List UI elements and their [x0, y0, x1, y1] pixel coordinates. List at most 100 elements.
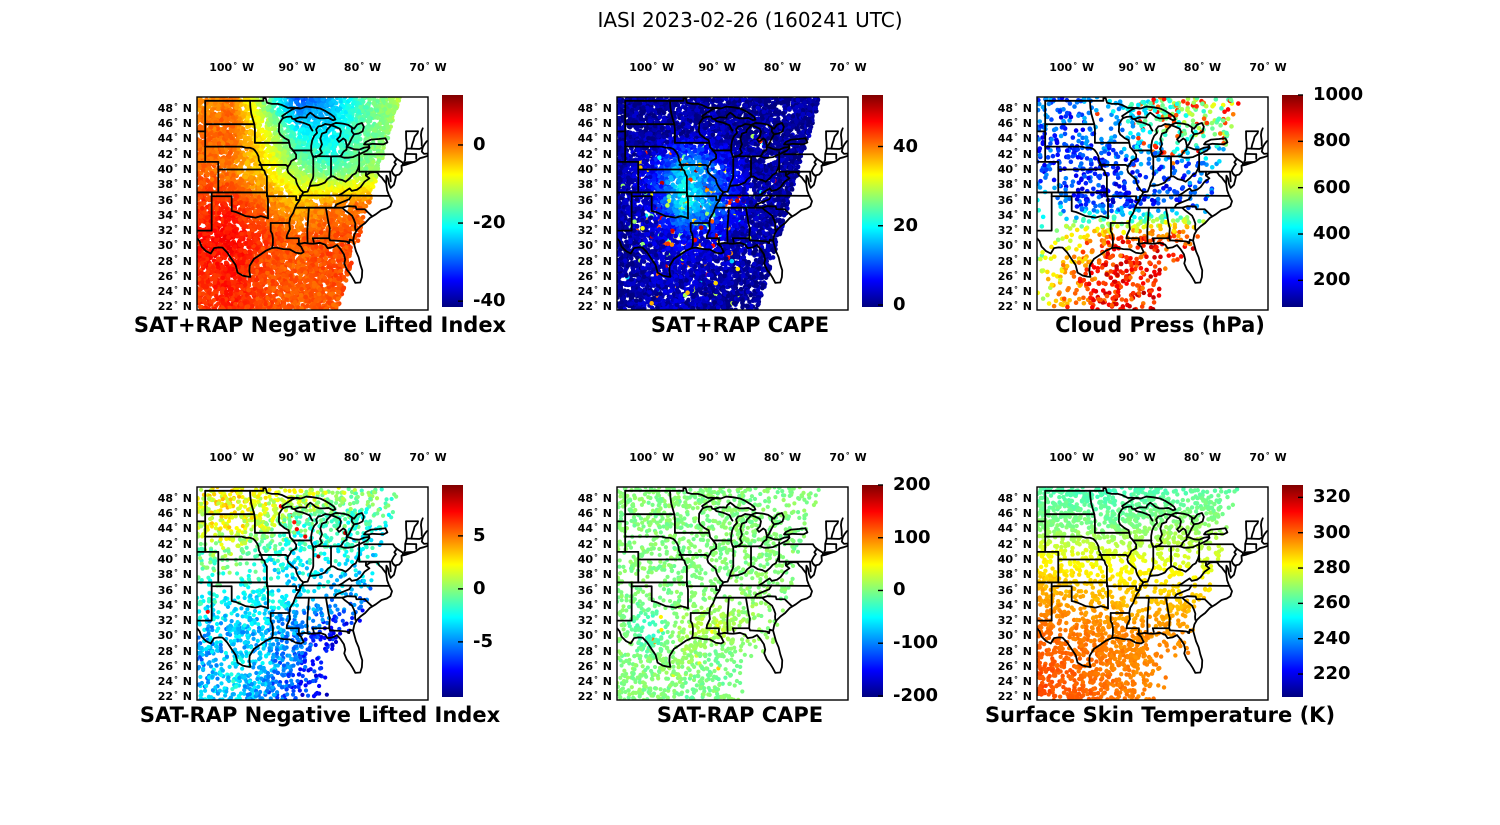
lon-tick-label: 90° W — [698, 450, 736, 464]
degree-symbol: ° — [174, 177, 178, 187]
lon-tick-label: 100° W — [209, 450, 255, 464]
lat-tick-label: 48° N — [157, 101, 192, 115]
degree-symbol: ° — [174, 674, 178, 684]
lat-tick-label: 46° N — [157, 506, 192, 521]
lat-tick-label: 36° N — [157, 583, 192, 597]
panel-title: SAT+RAP CAPE — [650, 313, 830, 337]
degree-symbol: ° — [233, 450, 238, 460]
lat-tick-label: 26° N — [157, 269, 192, 283]
lat-tick-label: 46° N — [157, 116, 192, 131]
lat-tick-label: 40° N — [997, 162, 1032, 177]
degree-symbol: ° — [1014, 193, 1018, 203]
degree-symbol: ° — [174, 147, 178, 157]
lat-tick-label: 22° N — [577, 690, 612, 704]
degree-symbol: ° — [1014, 659, 1018, 669]
lat-tick-label: 40° N — [157, 162, 192, 177]
lat-tick-label: 28° N — [157, 254, 192, 268]
degree-symbol: ° — [174, 193, 178, 203]
degree-symbol: ° — [174, 162, 178, 172]
degree-symbol: ° — [174, 613, 178, 623]
degree-symbol: ° — [360, 450, 365, 460]
degree-symbol: ° — [594, 644, 598, 654]
degree-symbol: ° — [1265, 450, 1270, 460]
colorbar-tick-label: 40 — [893, 135, 919, 157]
lat-tick-label: 32° N — [157, 223, 192, 238]
lat-tick-label: 34° N — [997, 208, 1032, 222]
degree-symbol: ° — [714, 450, 719, 460]
lat-tick-label: 44° N — [997, 132, 1032, 146]
lon-tick-label: 80° W — [1183, 450, 1222, 464]
lat-tick-label: 46° N — [577, 506, 612, 521]
degree-symbol: ° — [594, 269, 598, 279]
lat-tick-label: 26° N — [577, 659, 612, 673]
degree-symbol: ° — [174, 506, 178, 516]
degree-symbol: ° — [174, 269, 178, 279]
lon-tick-label: 80° W — [343, 60, 382, 74]
degree-symbol: ° — [653, 60, 658, 70]
lat-tick-label: 42° N — [997, 147, 1032, 161]
degree-symbol: ° — [1200, 60, 1205, 70]
degree-symbol: ° — [174, 659, 178, 669]
lat-tick-label: 48° N — [997, 101, 1032, 115]
degree-symbol: ° — [174, 254, 178, 264]
degree-symbol: ° — [594, 132, 598, 142]
lat-tick-label: 42° N — [577, 147, 612, 161]
lat-tick-label: 36° N — [997, 583, 1032, 597]
degree-symbol: ° — [1134, 60, 1139, 70]
degree-symbol: ° — [594, 147, 598, 157]
panel-surface-skin-temperature: Surface Skin Temperature (K) 100° W 90° W… — [950, 450, 1370, 750]
lat-tick-label: 28° N — [997, 644, 1032, 658]
lat-tick-label: 40° N — [157, 552, 192, 567]
lat-tick-label: 42° N — [157, 147, 192, 161]
map-canvas — [950, 60, 1370, 360]
colorbar-tick-label: 200 — [893, 474, 931, 495]
lon-tick-label: 80° W — [763, 60, 802, 74]
degree-symbol: ° — [1014, 690, 1018, 700]
lat-tick-label: 26° N — [997, 269, 1032, 283]
lat-tick-label: 24° N — [577, 674, 612, 689]
lat-tick-label: 32° N — [157, 613, 192, 628]
degree-symbol: ° — [594, 598, 598, 608]
lat-tick-label: 22° N — [157, 690, 192, 704]
degree-symbol: ° — [1014, 254, 1018, 264]
degree-symbol: ° — [594, 491, 598, 501]
degree-symbol: ° — [594, 537, 598, 547]
degree-symbol: ° — [1014, 132, 1018, 142]
degree-symbol: ° — [594, 101, 598, 111]
degree-symbol: ° — [1014, 284, 1018, 294]
colorbar-tick-label: 200 — [1313, 269, 1351, 291]
lat-tick-label: 30° N — [577, 239, 612, 253]
lon-tick-label: 100° W — [1049, 450, 1095, 464]
degree-symbol: ° — [1014, 583, 1018, 593]
map-canvas — [110, 450, 530, 750]
degree-symbol: ° — [174, 101, 178, 111]
degree-symbol: ° — [294, 60, 299, 70]
degree-symbol: ° — [1200, 450, 1205, 460]
colorbar-tick-label: 320 — [1313, 486, 1351, 508]
lon-tick-label: 100° W — [629, 60, 675, 74]
degree-symbol: ° — [425, 450, 430, 460]
degree-symbol: ° — [1014, 208, 1018, 218]
lat-tick-label: 40° N — [997, 552, 1032, 567]
degree-symbol: ° — [780, 450, 785, 460]
degree-symbol: ° — [594, 239, 598, 249]
lon-tick-label: 70° W — [409, 450, 447, 464]
lat-tick-label: 38° N — [157, 567, 192, 582]
degree-symbol: ° — [594, 506, 598, 516]
lat-tick-label: 34° N — [997, 598, 1032, 612]
degree-symbol: ° — [1014, 537, 1018, 547]
panel-title: SAT-RAP CAPE — [656, 703, 824, 727]
lat-tick-label: 24° N — [577, 284, 612, 299]
degree-symbol: ° — [1014, 644, 1018, 654]
degree-symbol: ° — [1014, 269, 1018, 279]
lat-tick-label: 38° N — [997, 567, 1032, 582]
colorbar-tick-label: 1000 — [1313, 84, 1364, 105]
lat-tick-label: 26° N — [997, 659, 1032, 673]
degree-symbol: ° — [1014, 223, 1018, 233]
lon-tick-label: 90° W — [1118, 60, 1156, 74]
lon-tick-label: 80° W — [1183, 60, 1222, 74]
degree-symbol: ° — [1014, 300, 1018, 310]
lon-tick-label: 100° W — [209, 60, 255, 74]
colorbar-tick-label: 0 — [893, 579, 906, 601]
lat-tick-label: 34° N — [577, 208, 612, 222]
